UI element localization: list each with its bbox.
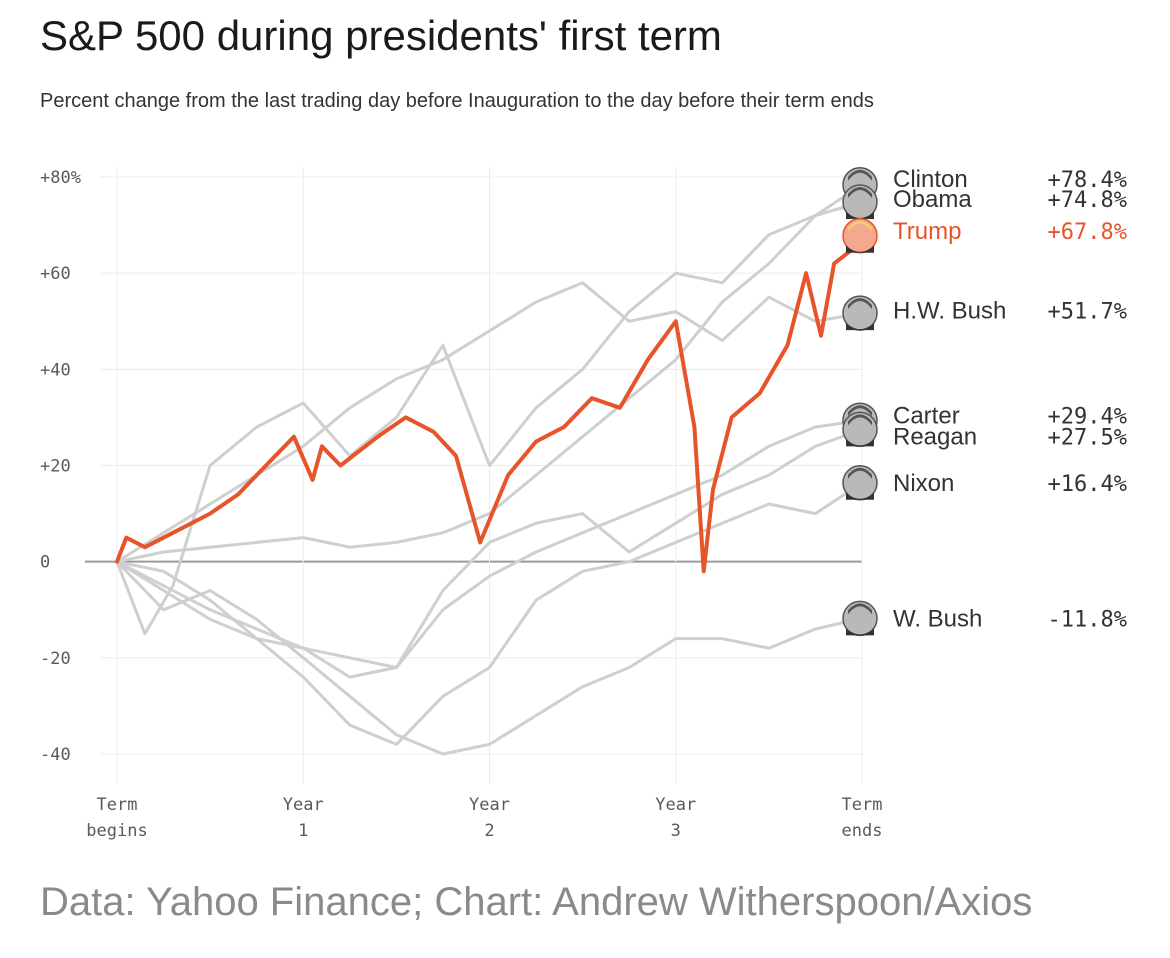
series-name: Clinton <box>893 166 968 193</box>
end-label-reagan: Reagan +27.5% <box>842 411 1127 451</box>
x-tick-label: Year <box>655 795 696 815</box>
series-line-h-w-bush <box>115 281 864 564</box>
series-line-nixon <box>115 481 864 746</box>
end-label-w-bush: W. Bush -11.8% <box>842 600 1127 637</box>
end-label-obama: Obama +74.8% <box>842 184 1127 220</box>
hw-bush-portrait-icon-suit <box>846 323 874 331</box>
series-name: Reagan <box>893 424 977 451</box>
reagan-portrait-icon-suit <box>846 439 874 447</box>
series-name: Obama <box>893 186 972 213</box>
w-bush-portrait-icon <box>842 600 878 637</box>
nixon-portrait-icon-suit <box>846 492 874 500</box>
y-tick-label: 0 <box>40 553 50 573</box>
end-label-h-w-bush: H.W. Bush +51.7% <box>842 295 1127 331</box>
series-value: +74.8% <box>1048 188 1127 213</box>
series-line-obama <box>115 200 864 636</box>
x-tick-label: 1 <box>298 821 308 841</box>
series-name: Trump <box>893 218 961 245</box>
y-tick-label: +80% <box>40 168 81 188</box>
series-name: Nixon <box>893 470 954 497</box>
y-tick-label: -40 <box>40 745 71 765</box>
x-tick-label: Term <box>97 795 138 815</box>
y-tick-label: -20 <box>40 649 71 669</box>
line-chart: +80% +60 +40 +20 0 -20 -40 Term begins Year 1 Year… <box>40 166 1127 841</box>
series-lines <box>115 183 864 756</box>
x-tick-label: 2 <box>484 821 494 841</box>
series-line-w-bush <box>115 560 864 756</box>
nixon-portrait-icon <box>842 465 878 501</box>
clinton-portrait-icon-hair <box>848 169 872 181</box>
x-tick-label: 3 <box>671 821 681 841</box>
series-name: H.W. Bush <box>893 298 1006 325</box>
series-value: +78.4% <box>1048 168 1127 193</box>
chart-title: S&P 500 during presidents' first term <box>40 12 722 59</box>
x-tick-label: Year <box>469 795 510 815</box>
trump-portrait-icon <box>842 217 878 254</box>
reagan-portrait-icon-hair <box>848 414 872 426</box>
series-value: +51.7% <box>1048 300 1127 325</box>
carter-portrait-icon-hair <box>848 405 872 417</box>
x-tick-label: Year <box>283 795 324 815</box>
series-line-reagan <box>115 427 864 679</box>
series-line-trump <box>115 233 864 574</box>
series-value: +67.8% <box>1048 220 1127 245</box>
series-name: W. Bush <box>893 605 982 632</box>
obama-portrait-icon <box>842 184 878 220</box>
x-tick-label: ends <box>842 821 883 841</box>
w-bush-portrait-icon-hair <box>848 603 872 615</box>
series-value: +29.4% <box>1048 404 1127 429</box>
reagan-portrait-icon <box>842 411 878 448</box>
obama-portrait-icon-hair <box>848 187 872 198</box>
y-tick-label: +60 <box>40 264 71 284</box>
y-axis-ticks: +80% +60 +40 +20 0 -20 -40 <box>40 168 81 765</box>
nixon-portrait-icon-hair <box>848 467 872 479</box>
end-label-trump: Trump +67.8% <box>842 217 1127 254</box>
end-label-nixon: Nixon +16.4% <box>842 465 1127 501</box>
end-labels: Clinton +78.4% Obama +74.8% Trump +67.8% H.W. … <box>842 166 1127 637</box>
series-name: Carter <box>893 402 960 429</box>
series-line-clinton <box>115 183 864 564</box>
x-axis-ticks: Term begins Year 1 Year 2 Year 3 Term ends <box>86 795 882 841</box>
w-bush-portrait-icon-suit <box>846 628 874 636</box>
trump-portrait-icon-hair <box>848 220 872 232</box>
series-value: +16.4% <box>1048 472 1127 497</box>
source-credit: Data: Yahoo Finance; Chart: Andrew Withe… <box>40 880 1033 924</box>
series-line-carter <box>115 418 864 669</box>
y-tick-label: +40 <box>40 360 71 380</box>
hw-bush-portrait-icon-hair <box>848 298 872 310</box>
trump-portrait-icon-suit <box>846 245 874 253</box>
chart-subtitle: Percent change from the last trading day… <box>40 90 874 112</box>
x-tick-label: Term <box>842 795 883 815</box>
series-value: -11.8% <box>1048 607 1127 632</box>
obama-portrait-icon-suit <box>846 212 874 219</box>
y-tick-label: +20 <box>40 457 71 477</box>
series-value: +27.5% <box>1048 426 1127 451</box>
hw-bush-portrait-icon <box>842 295 878 331</box>
grid-lines <box>85 167 863 784</box>
x-tick-label: begins <box>86 821 147 841</box>
